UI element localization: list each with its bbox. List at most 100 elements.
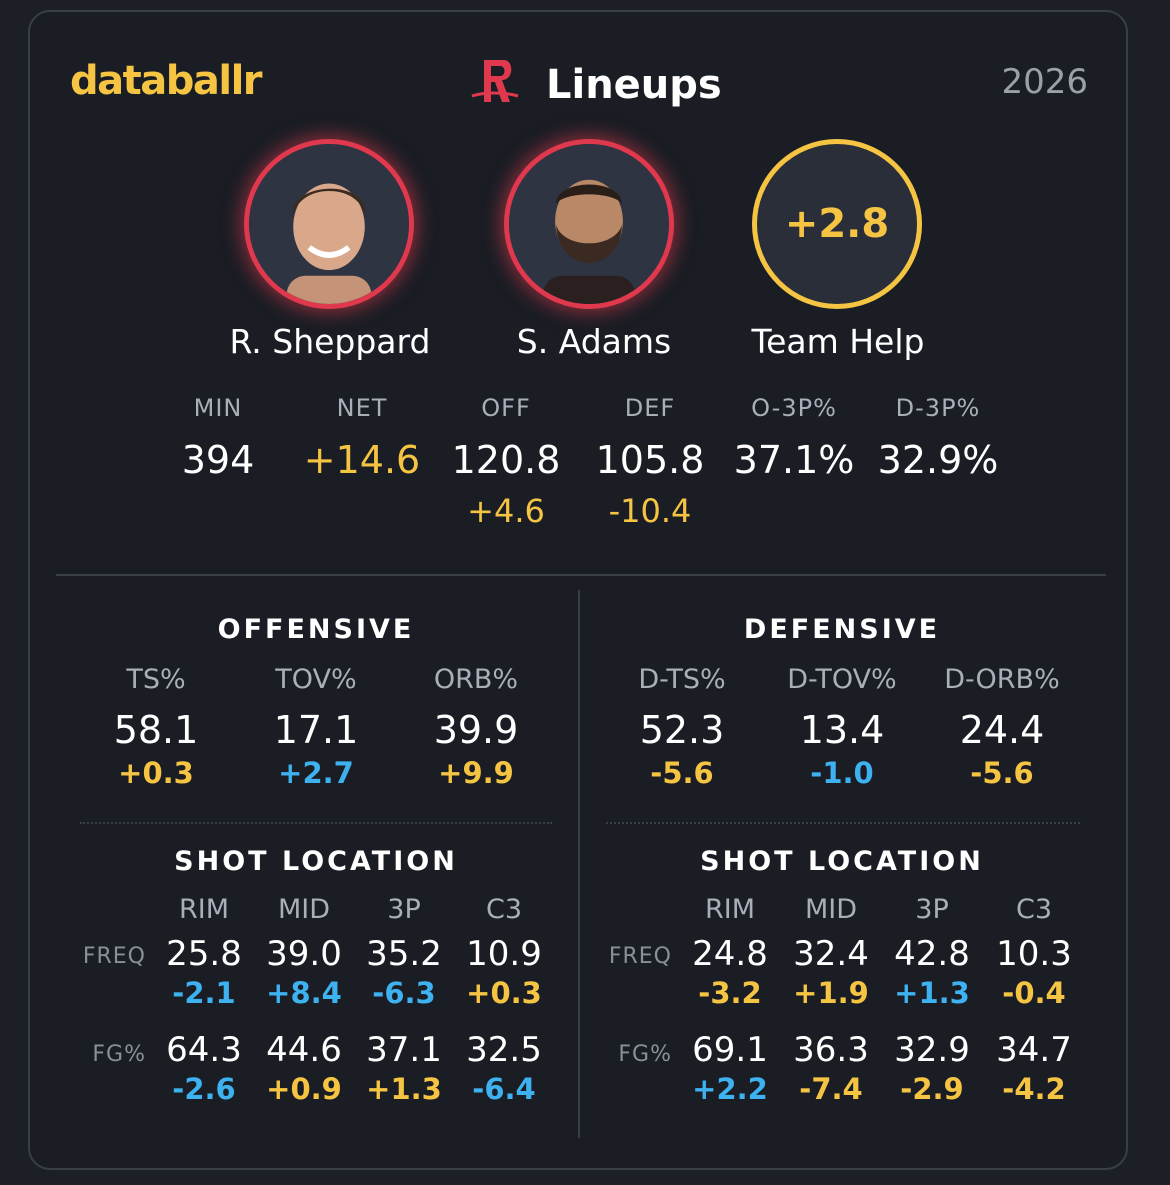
stat-delta: +2.7 [278,756,354,790]
shot-delta: -0.4 [1002,976,1066,1010]
shot-delta: +8.4 [266,976,342,1010]
defensive-title: DEFENSIVE [743,614,941,645]
player-name-adams: S. Adams [516,322,672,361]
shot-cell: 42.8 +1.3 [882,934,982,1012]
stat-value: 13.4 [799,708,885,752]
stat-d3p: D-3P% 32.9% [868,394,1008,486]
shot-delta: +2.2 [692,1072,768,1106]
def-stat-ts: D-TS% 52.3 -5.6 [602,664,762,794]
shot-cell: 32.5 -6.4 [454,1030,554,1108]
shot-value: 39.0 [266,934,342,974]
shot-col-header: RIM [704,894,756,925]
shot-cell: 25.8 -2.1 [154,934,254,1012]
dotted-divider [606,822,1080,824]
stat-delta: -10.4 [608,492,692,530]
shot-row-label: FREQ [82,944,146,969]
stat-value: 394 [181,438,255,482]
shot-value: 34.7 [996,1030,1072,1070]
stat-o3p: O-3P% 37.1% [724,394,864,486]
offensive-title: OFFENSIVE [217,614,415,645]
shot-value: 69.1 [692,1030,768,1070]
stat-label: MIN [193,394,243,422]
shot-delta: -2.1 [172,976,236,1010]
stat-value: 32.9% [877,438,999,482]
shot-cell: 64.3 -2.6 [154,1030,254,1108]
stat-value: 58.1 [113,708,199,752]
shot-row-label: FREQ [608,944,672,969]
stat-min: MIN 394 [148,394,288,486]
page-title: Lineups [546,62,722,108]
shot-value: 32.9 [894,1030,970,1070]
shot-delta: -2.9 [900,1072,964,1106]
defensive-shot-location-title: SHOT LOCATION [700,846,984,877]
player-avatar-adams[interactable] [504,139,674,309]
shot-value: 42.8 [894,934,970,974]
shot-value: 32.4 [793,934,869,974]
stat-delta: -5.6 [650,756,714,790]
season-label: 2026 [1001,62,1088,102]
shot-value: 35.2 [366,934,442,974]
shot-delta: -6.4 [472,1072,536,1106]
shot-col-header: C3 [485,894,523,925]
shot-value: 64.3 [166,1030,242,1070]
player-avatar-sheppard[interactable] [244,139,414,309]
stat-label: TOV% [275,664,357,695]
shot-value: 25.8 [166,934,242,974]
shot-col-header: MID [277,894,331,925]
dotted-divider [80,822,552,824]
shot-delta: -4.2 [1002,1072,1066,1106]
shot-cell: 10.9 +0.3 [454,934,554,1012]
stat-net: NET +14.6 [292,394,432,486]
stat-value: 24.4 [959,708,1045,752]
stat-delta: +0.3 [118,756,194,790]
rockets-r-logo-icon [464,52,524,112]
stat-label: NET [336,394,388,422]
stat-delta: +4.6 [467,492,545,530]
stat-label: ORB% [433,664,519,695]
shot-cell: 32.9 -2.9 [882,1030,982,1108]
shot-col-header: RIM [178,894,230,925]
lineup-card: databallr Lineups 2026 R. Sheppard S. Ad… [28,10,1128,1170]
shot-row-label: FG% [92,1042,146,1067]
shot-cell: 32.4 +1.9 [781,934,881,1012]
stat-value: +14.6 [303,438,421,482]
team-help-label: Team Help [751,322,925,361]
stat-label: D-TOV% [787,664,897,695]
off-stat-tov: TOV% 17.1 +2.7 [236,664,396,794]
shot-delta: -2.6 [172,1072,236,1106]
shot-value: 10.3 [996,934,1072,974]
stat-value: 39.9 [433,708,519,752]
offensive-shot-location-title: SHOT LOCATION [174,846,458,877]
shot-value: 37.1 [366,1030,442,1070]
shot-cell: 24.8 -3.2 [680,934,780,1012]
shot-delta: -7.4 [799,1072,863,1106]
shot-col-header: 3P [915,894,949,925]
shot-value: 36.3 [793,1030,869,1070]
stat-value: 37.1% [733,438,855,482]
shot-delta: -3.2 [698,976,762,1010]
stat-label: DEF [624,394,676,422]
shot-cell: 36.3 -7.4 [781,1030,881,1108]
team-help-badge[interactable]: +2.8 [752,139,922,309]
stat-delta: -1.0 [810,756,874,790]
stat-label: TS% [126,664,186,695]
def-stat-tov: D-TOV% 13.4 -1.0 [762,664,922,794]
stat-value: 17.1 [273,708,359,752]
stat-label: O-3P% [751,394,837,422]
shot-delta: -6.3 [372,976,436,1010]
off-stat-ts: TS% 58.1 +0.3 [76,664,236,794]
stat-delta: -5.6 [970,756,1034,790]
shot-cell: 34.7 -4.2 [984,1030,1084,1108]
shot-delta: +1.9 [793,976,869,1010]
player-name-sheppard: R. Sheppard [229,322,431,361]
shot-cell: 44.6 +0.9 [254,1030,354,1108]
shot-cell: 69.1 +2.2 [680,1030,780,1108]
column-divider [578,590,580,1138]
off-stat-orb: ORB% 39.9 +9.9 [396,664,556,794]
shot-delta: +0.9 [266,1072,342,1106]
team-help-value: +2.8 [784,201,890,247]
shot-value: 32.5 [466,1030,542,1070]
shot-cell: 10.3 -0.4 [984,934,1084,1012]
brand-logo: databallr [70,58,263,104]
player-headshot-icon [509,144,669,304]
